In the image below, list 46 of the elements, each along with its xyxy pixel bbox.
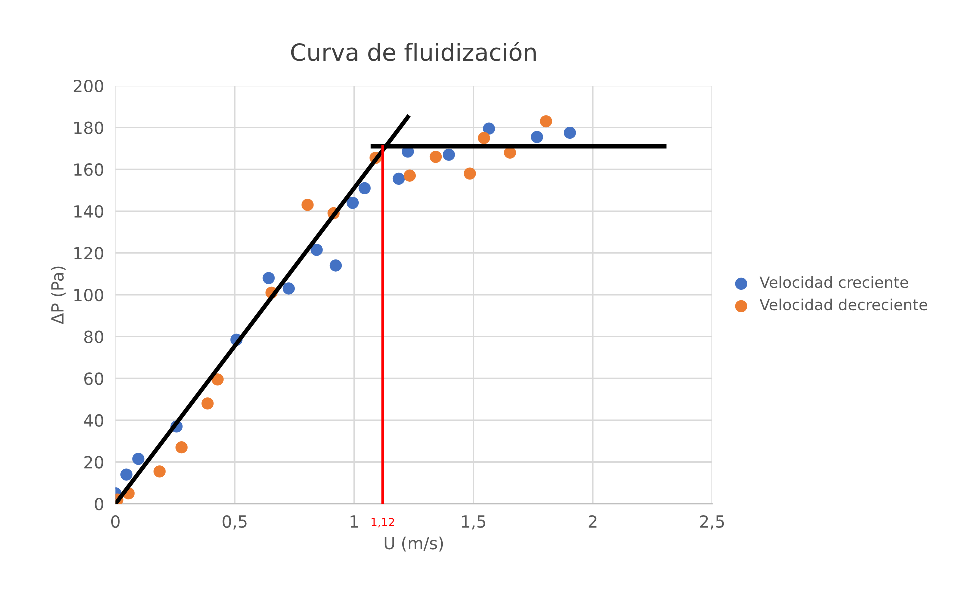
point [531, 131, 544, 144]
point [310, 244, 323, 256]
x-tick-label: 1 [350, 516, 358, 528]
point [302, 199, 314, 212]
y-tick-label: 120 [74, 247, 104, 260]
x-tick-label: 1,5 [462, 516, 486, 530]
y-tick-label: 180 [74, 122, 104, 134]
point [154, 466, 166, 478]
y-tick-label: 160 [74, 164, 104, 176]
y-tick-label: 140 [74, 205, 104, 218]
x-tick-label: 0,5 [222, 515, 247, 530]
point [262, 272, 275, 284]
point [212, 374, 224, 386]
point [120, 468, 133, 481]
point [358, 182, 371, 194]
x-tick-label: 2 [588, 515, 597, 528]
point [564, 126, 576, 140]
point [540, 115, 552, 128]
x-tick-label: 2,5 [700, 515, 724, 530]
legend-label: Velocidad creciente [760, 276, 908, 288]
point [346, 196, 360, 210]
y-tick-label: 0 [95, 498, 104, 511]
y-tick-label: 20 [84, 456, 104, 469]
x-axis-title: U (m/s) [384, 536, 444, 552]
point [282, 282, 296, 295]
point [430, 150, 442, 164]
point [478, 132, 490, 144]
point [202, 398, 214, 410]
point [392, 172, 406, 186]
point [176, 442, 188, 454]
point [483, 122, 496, 135]
y-tick-label: 60 [84, 372, 104, 386]
y-tick-label: 100 [74, 288, 104, 302]
chart-title: Curva de fluidización [291, 42, 536, 62]
y-tick-label: 200 [74, 80, 104, 93]
point [132, 453, 145, 466]
y-tick-label: 80 [84, 330, 104, 344]
legend-label: Velocidad decreciente [760, 298, 928, 311]
point [464, 168, 476, 180]
point [443, 148, 456, 162]
annotation: 1,12 [372, 518, 394, 528]
y-tick-label: 40 [84, 414, 104, 428]
point [330, 260, 342, 272]
y-axis-title: ΔP (Pa) [51, 266, 66, 325]
x-tick-label: 0 [111, 515, 120, 528]
point [404, 170, 416, 182]
